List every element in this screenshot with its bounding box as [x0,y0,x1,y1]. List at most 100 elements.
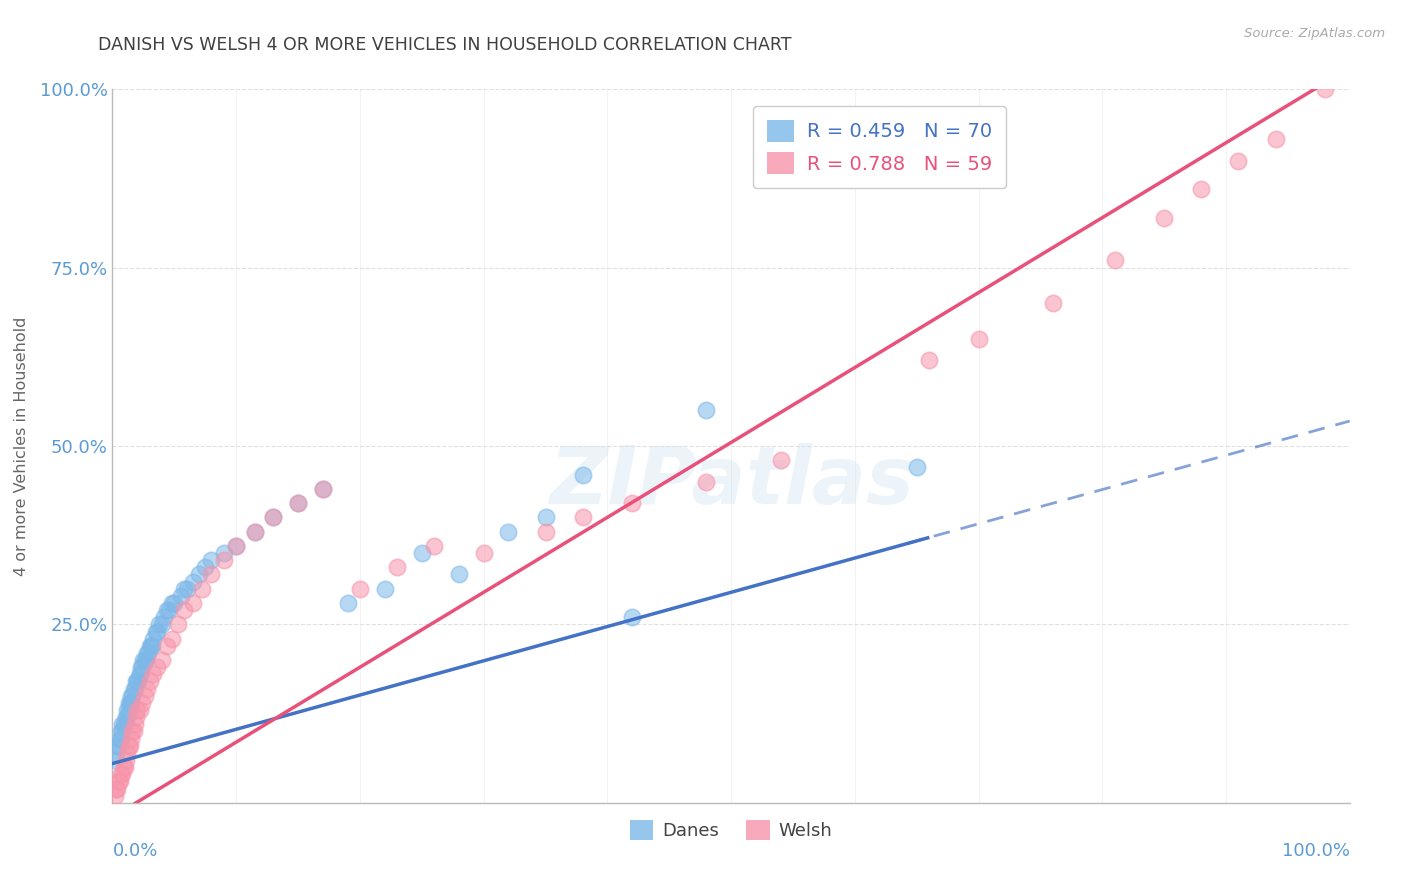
Point [105,781,128,796]
Point [1104,253,1126,268]
Point [167,617,190,632]
Point [287,496,309,510]
Point [111,717,134,731]
Point [967,332,990,346]
Point [160,596,183,610]
Point [131,660,153,674]
Point [115,710,138,724]
Text: DANISH VS WELSH 4 OR MORE VEHICLES IN HOUSEHOLD CORRELATION CHART: DANISH VS WELSH 4 OR MORE VEHICLES IN HO… [98,36,792,54]
Point [150,653,173,667]
Point [104,753,127,767]
Point [134,653,156,667]
Point [287,496,309,510]
Point [188,567,211,582]
Point [127,703,149,717]
Point [194,560,217,574]
Point [127,674,149,689]
Point [124,717,146,731]
Point [200,567,222,582]
Text: 0.0%: 0.0% [112,842,157,860]
Point [132,653,155,667]
Point [117,703,139,717]
Point [769,453,792,467]
Y-axis label: 4 or more Vehicles in Household: 4 or more Vehicles in Household [14,317,28,575]
Point [571,467,593,482]
Point [121,724,143,739]
Point [312,482,335,496]
Point [138,646,160,660]
Point [112,717,135,731]
Point [117,696,139,710]
Point [1189,182,1212,196]
Point [110,767,132,781]
Point [122,681,145,696]
Point [534,524,557,539]
Point [262,510,284,524]
Point [128,667,150,681]
Point [1313,82,1336,96]
Point [117,739,139,753]
Point [142,667,165,681]
Point [695,475,717,489]
Point [128,703,150,717]
Legend: Danes, Welsh: Danes, Welsh [623,813,839,847]
Point [160,632,183,646]
Point [120,696,142,710]
Point [225,539,247,553]
Point [107,739,129,753]
Point [122,724,145,739]
Point [349,582,371,596]
Point [138,639,160,653]
Point [117,710,139,724]
Point [120,731,142,746]
Point [114,717,136,731]
Point [121,689,143,703]
Point [374,582,396,596]
Point [108,731,131,746]
Point [173,582,195,596]
Point [844,139,866,153]
Point [107,774,129,789]
Point [110,724,132,739]
Point [104,789,127,803]
Point [621,610,644,624]
Point [110,731,132,746]
Point [138,674,160,689]
Point [200,553,222,567]
Point [127,674,149,689]
Point [142,632,165,646]
Point [423,539,446,553]
Point [118,696,141,710]
Point [212,546,235,560]
Point [112,760,135,774]
Point [312,482,335,496]
Point [176,582,198,596]
Point [157,603,180,617]
Point [156,639,179,653]
Point [131,696,153,710]
Point [212,553,235,567]
Text: Source: ZipAtlas.com: Source: ZipAtlas.com [1244,27,1385,40]
Text: ZIPatlas: ZIPatlas [548,442,914,521]
Point [129,660,152,674]
Point [115,753,138,767]
Point [128,667,150,681]
Point [411,546,433,560]
Point [125,710,148,724]
Point [262,510,284,524]
Point [243,524,266,539]
Point [114,760,136,774]
Point [1042,296,1064,310]
Point [695,403,717,417]
Point [146,660,169,674]
Point [447,567,470,582]
Point [146,624,169,639]
Point [472,546,495,560]
Point [336,596,359,610]
Text: 100.0%: 100.0% [1282,842,1350,860]
Point [1153,211,1175,225]
Point [173,603,195,617]
Point [153,610,176,624]
Point [905,460,928,475]
Point [150,617,173,632]
